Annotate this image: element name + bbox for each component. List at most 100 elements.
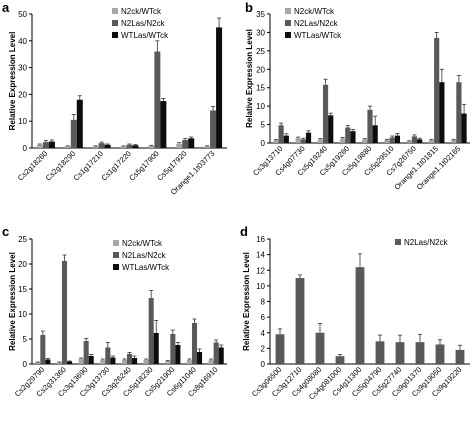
y-tick-label: 5 bbox=[261, 121, 266, 130]
legend-swatch bbox=[285, 32, 291, 38]
bar-a-5-2 bbox=[188, 138, 195, 148]
y-tick-label: 15 bbox=[18, 285, 27, 294]
legend-label: WTLas/WTck bbox=[294, 31, 342, 40]
bar-c-0-0 bbox=[35, 362, 41, 364]
y-tick-label: 20 bbox=[256, 65, 265, 74]
legend-swatch bbox=[395, 239, 401, 245]
y-tick-label: 30 bbox=[18, 64, 27, 73]
bar-c-0-2 bbox=[45, 359, 51, 364]
legend-swatch bbox=[112, 8, 118, 14]
y-tick-label: 25 bbox=[256, 47, 265, 56]
bar-b-8-2 bbox=[461, 113, 467, 143]
y-tick-label: 0 bbox=[261, 360, 266, 369]
bar-b-7-2 bbox=[439, 82, 445, 143]
y-tick-label: 20 bbox=[18, 90, 27, 99]
bar-a-2-2 bbox=[104, 144, 111, 148]
legend-label: N2Las/N2ck bbox=[404, 238, 449, 247]
bar-d-4-0 bbox=[355, 267, 365, 364]
bar-a-2-0 bbox=[92, 146, 99, 148]
y-tick-label: 5 bbox=[23, 335, 28, 344]
bar-c-5-1 bbox=[148, 298, 154, 364]
legend-label: WTLas/WTck bbox=[122, 263, 170, 272]
bar-a-3-2 bbox=[132, 145, 139, 148]
bar-a-0-1 bbox=[42, 142, 49, 148]
bar-c-5-2 bbox=[153, 333, 159, 364]
bar-a-5-1 bbox=[182, 139, 189, 148]
bar-b-8-1 bbox=[456, 82, 462, 143]
bar-a-1-0 bbox=[64, 146, 71, 148]
bar-b-8-0 bbox=[451, 140, 457, 143]
bar-c-3-1 bbox=[105, 347, 111, 364]
bar-c-6-0 bbox=[165, 361, 171, 364]
bar-b-7-1 bbox=[434, 37, 440, 144]
bar-a-4-0 bbox=[148, 145, 155, 148]
panel-label: d bbox=[240, 224, 248, 239]
legend-label: WTLas/WTck bbox=[121, 31, 169, 40]
bar-b-3-1 bbox=[345, 127, 351, 143]
bar-a-3-1 bbox=[126, 144, 133, 148]
bar-c-1-2 bbox=[67, 361, 73, 364]
y-tick-label: 14 bbox=[256, 251, 265, 260]
bar-c-2-0 bbox=[78, 359, 84, 364]
y-tick-label: 8 bbox=[261, 298, 266, 307]
y-tick-label: 40 bbox=[18, 37, 27, 46]
bar-d-5-0 bbox=[375, 341, 385, 364]
bar-d-7-0 bbox=[415, 342, 425, 364]
legend-swatch bbox=[285, 8, 291, 14]
y-tick-label: 6 bbox=[261, 313, 266, 322]
bar-c-8-0 bbox=[208, 360, 214, 364]
panel-label: a bbox=[2, 0, 10, 15]
bar-c-7-2 bbox=[197, 352, 203, 364]
bar-c-4-1 bbox=[126, 354, 133, 364]
bar-b-4-1 bbox=[367, 109, 373, 143]
bar-b-2-0 bbox=[317, 139, 323, 143]
bar-c-1-1 bbox=[61, 261, 68, 364]
bar-d-1-0 bbox=[295, 278, 305, 364]
bar-c-6-2 bbox=[175, 345, 181, 364]
bar-a-5-0 bbox=[176, 143, 183, 148]
bar-b-6-0 bbox=[406, 141, 412, 143]
bar-b-5-1 bbox=[389, 137, 395, 143]
bar-a-3-0 bbox=[120, 146, 127, 148]
bar-a-0-2 bbox=[48, 141, 55, 148]
bar-d-6-0 bbox=[395, 342, 405, 364]
legend-label: N2Las/N2ck bbox=[122, 251, 167, 260]
bar-a-6-2 bbox=[216, 27, 223, 148]
bar-b-1-1 bbox=[300, 139, 306, 143]
bar-b-0-2 bbox=[283, 135, 289, 143]
y-tick-label: 25 bbox=[18, 235, 27, 244]
legend-swatch bbox=[113, 252, 119, 258]
legend-label: N2Las/N2ck bbox=[294, 19, 339, 28]
bar-c-7-1 bbox=[191, 323, 198, 364]
bar-b-1-2 bbox=[305, 132, 312, 143]
bar-c-2-1 bbox=[83, 341, 89, 364]
bar-d-8-0 bbox=[435, 344, 445, 364]
bar-a-2-1 bbox=[98, 143, 105, 148]
legend-swatch bbox=[112, 32, 118, 38]
bar-c-2-2 bbox=[88, 356, 94, 364]
bar-a-4-2 bbox=[160, 101, 167, 148]
y-tick-label: 10 bbox=[256, 102, 265, 111]
bar-b-3-2 bbox=[350, 131, 356, 143]
bar-b-5-2 bbox=[394, 135, 400, 143]
bar-a-6-1 bbox=[210, 110, 217, 148]
bar-c-4-0 bbox=[121, 360, 127, 364]
bar-b-4-0 bbox=[362, 139, 368, 143]
y-tick-label: 10 bbox=[18, 310, 27, 319]
bar-a-0-0 bbox=[36, 144, 43, 148]
y-tick-label: 16 bbox=[256, 235, 265, 244]
bar-d-2-0 bbox=[315, 332, 325, 364]
bar-a-1-2 bbox=[76, 99, 83, 148]
bar-b-0-0 bbox=[273, 140, 279, 143]
y-tick-label: 10 bbox=[256, 282, 265, 291]
panel-label: c bbox=[2, 224, 9, 239]
bar-b-3-0 bbox=[340, 138, 346, 143]
y-tick-label: 15 bbox=[256, 84, 265, 93]
bar-c-6-1 bbox=[170, 334, 176, 364]
bar-c-3-0 bbox=[100, 360, 106, 364]
y-axis-label: Relative Expression Level bbox=[8, 32, 17, 131]
bar-b-6-2 bbox=[417, 139, 423, 143]
